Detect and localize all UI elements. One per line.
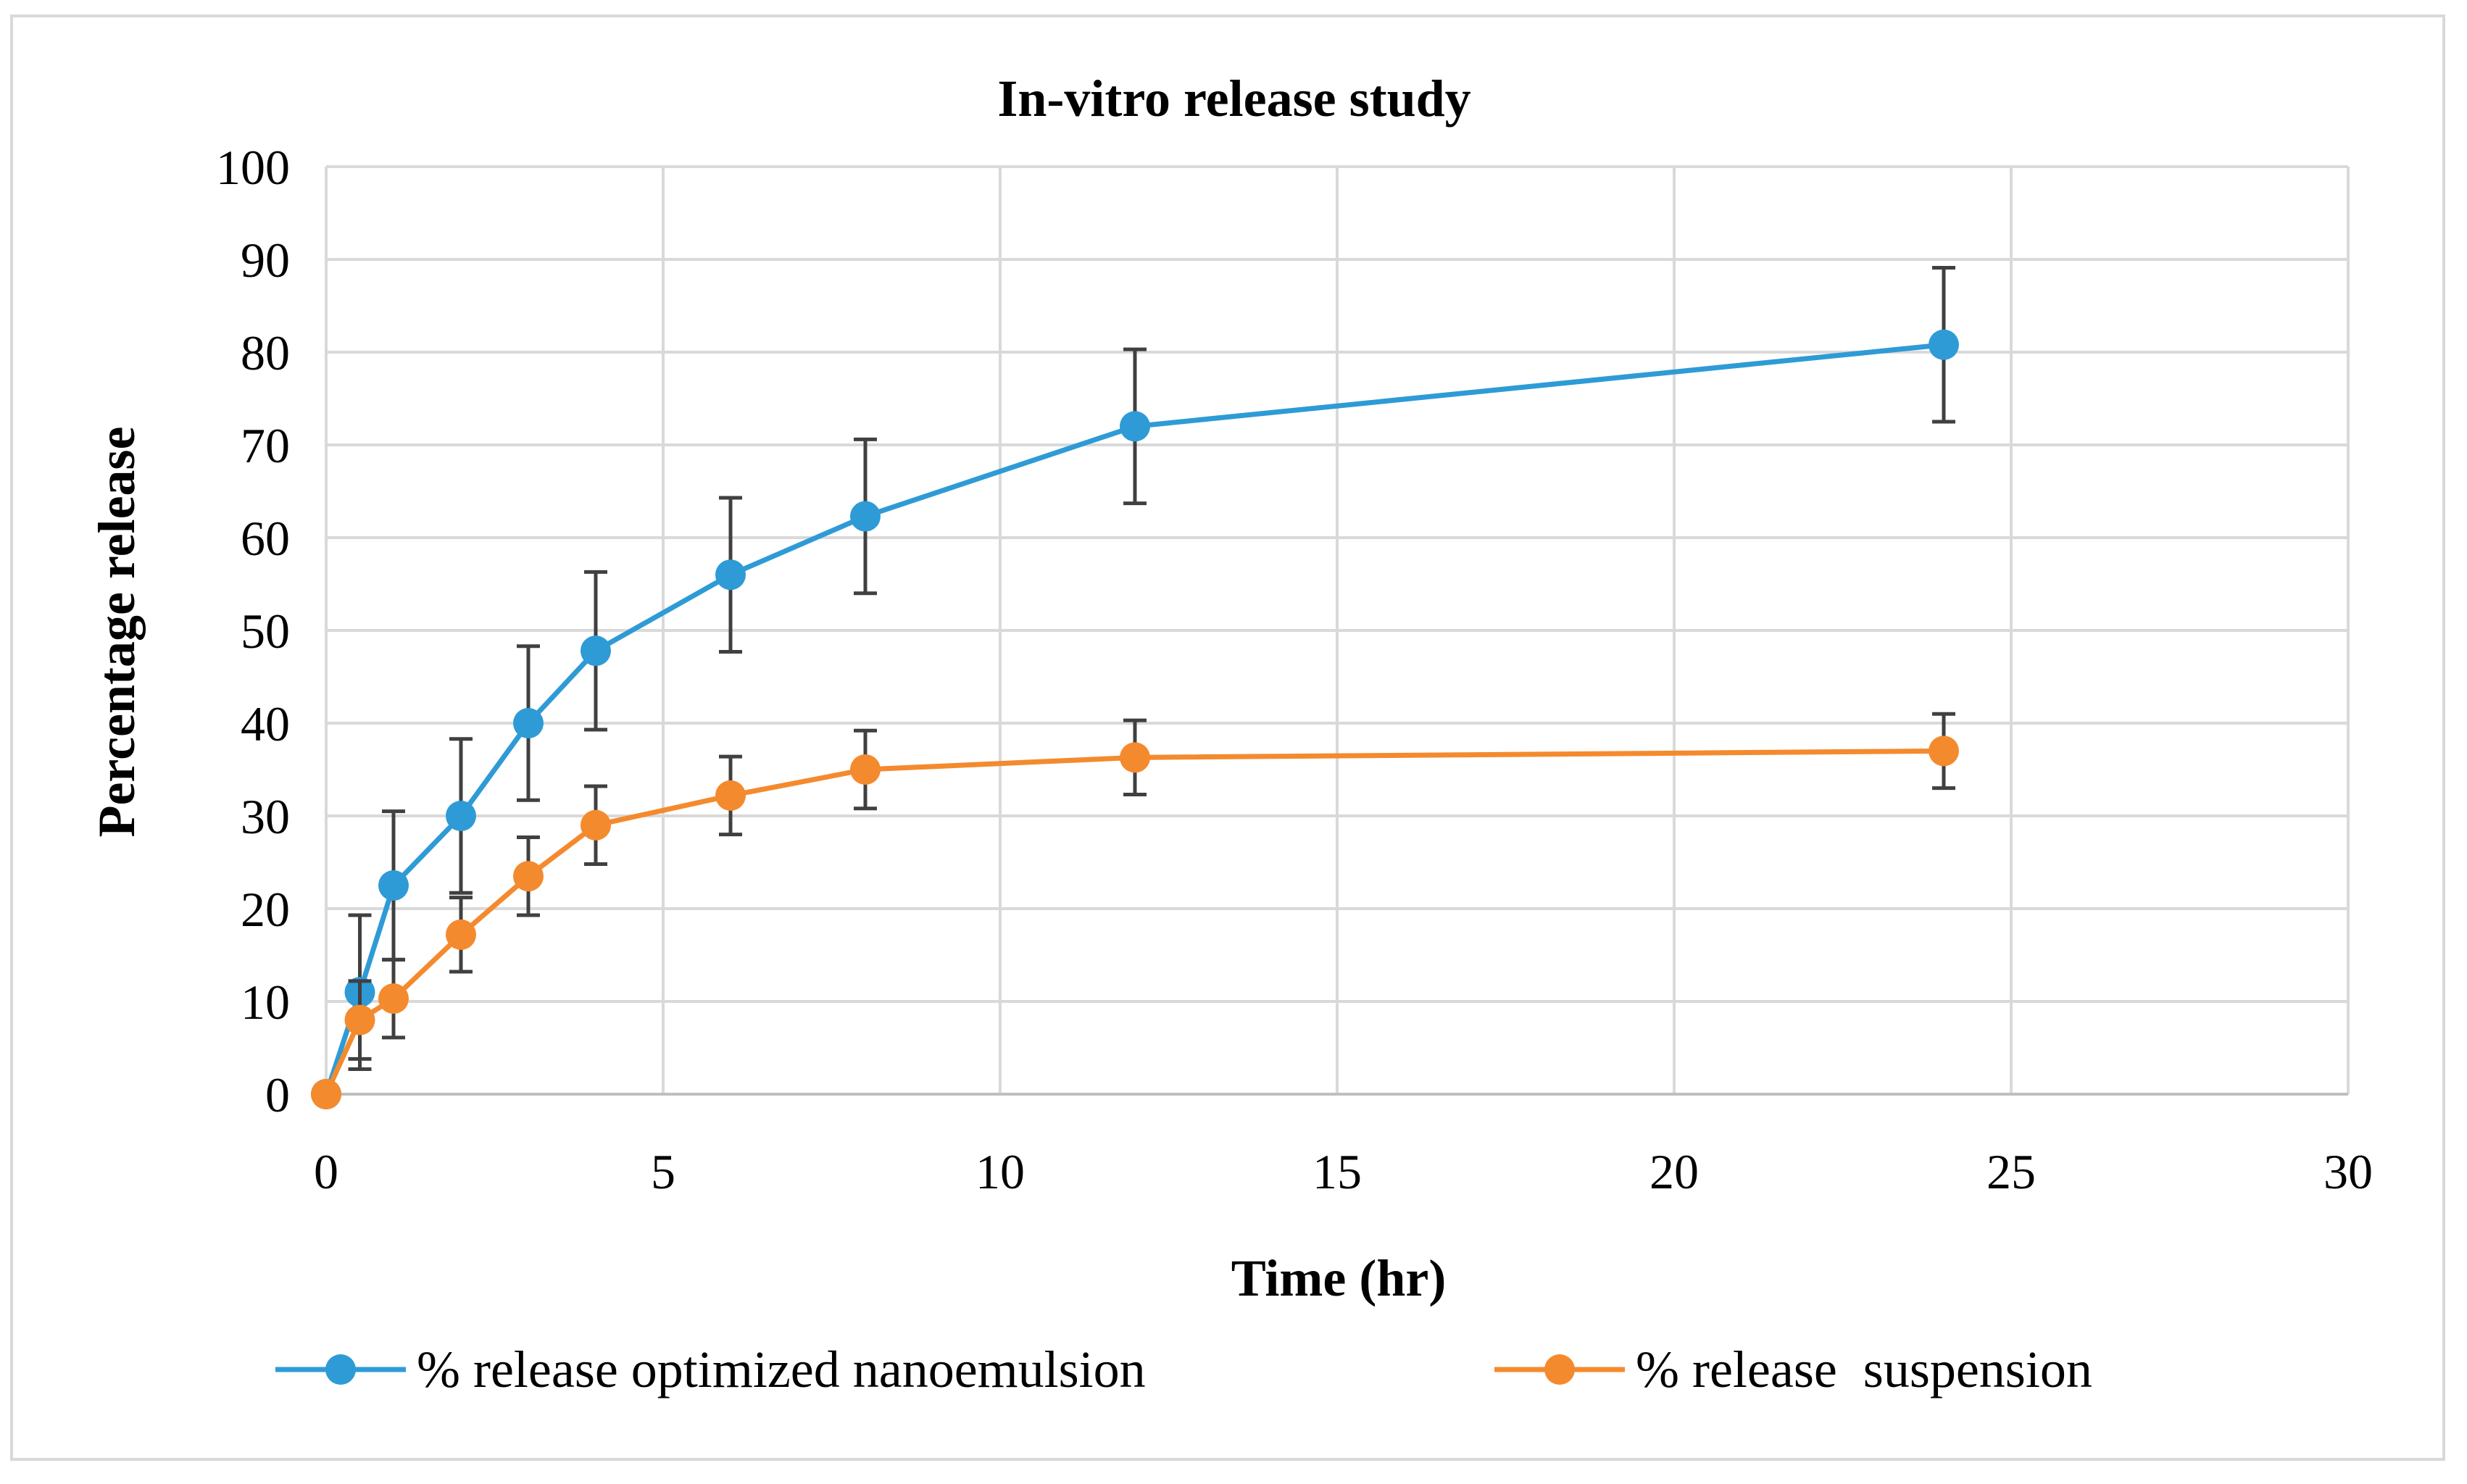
data-point [850,754,881,785]
chart-title: In-vitro release study [997,70,1470,128]
data-point [311,1079,341,1109]
y-tick-label: 20 [241,882,290,937]
legend-label: % release suspension [1636,1341,2092,1398]
x-tick-label: 10 [975,1144,1025,1199]
x-tick-label: 5 [651,1144,675,1199]
data-point [715,559,746,591]
data-point [1929,329,1959,360]
data-point [513,708,544,738]
data-point [715,780,746,811]
data-point [1120,742,1150,773]
data-point [378,870,409,901]
legend-marker [1544,1354,1575,1385]
series-line [323,748,1944,1096]
y-axis-label: Percentage release [88,426,146,837]
y-axis-tick-labels: 0 10 20 30 40 50 60 70 80 90 100 [216,140,290,1122]
x-axis-label: Time (hr) [1231,1249,1447,1307]
axes [325,167,2348,1096]
legend-label: % release optimized nanoemulsion [417,1341,1146,1398]
series-0 [323,342,1944,1096]
gridlines [326,165,2350,1094]
y-tick-label: 60 [241,511,290,566]
series-line [323,342,1944,1096]
legend-marker [325,1354,356,1385]
data-point [581,635,611,667]
data-point [850,501,881,532]
series-layer [311,266,1959,1109]
chart-frame [10,14,2445,1461]
y-tick-label: 10 [241,975,290,1030]
legend-item-1: % release suspension [1494,1341,2092,1398]
data-point [378,983,409,1014]
x-axis-tick-labels: 0 5 10 15 20 25 30 [314,1144,2373,1199]
data-point [513,861,544,892]
data-point [344,1004,375,1035]
x-tick-label: 20 [1649,1144,1699,1199]
y-tick-label: 0 [265,1067,290,1122]
data-point [446,919,476,950]
y-tick-label: 30 [241,789,290,844]
y-tick-label: 50 [241,604,290,659]
x-tick-label: 25 [1987,1144,2036,1199]
y-tick-label: 70 [241,418,290,473]
x-tick-label: 0 [314,1144,338,1199]
series-1-marks [311,712,1959,1109]
data-point [446,801,476,831]
series-1 [323,748,1944,1096]
y-tick-label: 100 [216,140,290,195]
data-point [581,809,611,841]
data-point [1120,411,1150,442]
data-point [1929,735,1959,767]
x-tick-label: 30 [2324,1144,2373,1199]
legend: % release optimized nanoemulsion % releas… [275,1341,2092,1398]
y-tick-label: 90 [241,233,290,288]
x-tick-label: 15 [1312,1144,1362,1199]
y-tick-label: 80 [241,325,290,380]
y-tick-label: 40 [241,696,290,751]
legend-item-0: % release optimized nanoemulsion [275,1341,1146,1398]
